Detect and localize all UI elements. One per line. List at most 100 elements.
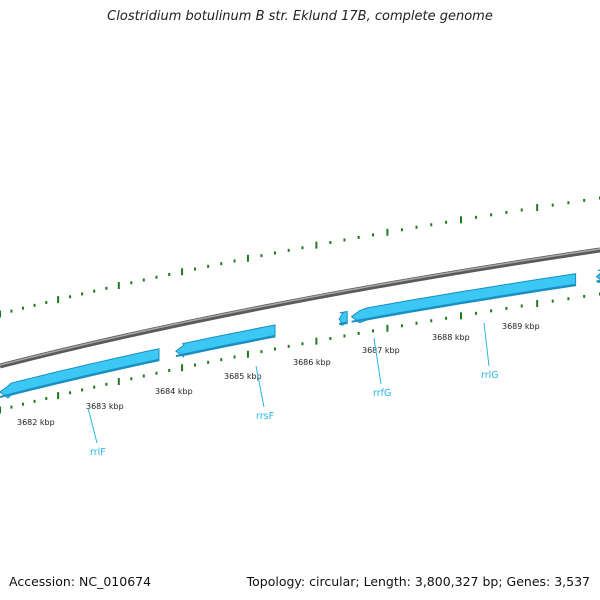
inner-minor-tick (274, 347, 276, 351)
inner-minor-tick (343, 334, 346, 338)
scale-label: 3684 kbp (155, 387, 193, 396)
gene-label-rrfG: rrfG (373, 388, 391, 399)
outer-minor-tick (490, 213, 493, 217)
inner-major-tick (0, 406, 1, 414)
outer-minor-tick (400, 228, 403, 232)
outer-minor-tick (220, 262, 223, 266)
inner-minor-tick (45, 396, 48, 400)
outer-minor-tick (343, 238, 346, 242)
outer-minor-tick (10, 309, 13, 313)
outer-minor-tick (45, 300, 48, 304)
outer-minor-tick (567, 201, 570, 205)
scale-label: 3689 kbp (502, 322, 540, 331)
outer-major-tick (315, 241, 318, 249)
inner-minor-tick (69, 391, 72, 395)
outer-minor-tick (357, 235, 360, 239)
inner-minor-tick (445, 316, 448, 320)
inner-minor-tick (357, 331, 360, 335)
outer-minor-tick (21, 306, 24, 310)
inner-major-tick (536, 300, 539, 308)
outer-minor-tick (130, 281, 133, 285)
inner-major-tick (246, 350, 249, 358)
inner-minor-tick (155, 371, 158, 375)
gene-label-rrlG: rrlG (481, 370, 499, 381)
gene-label-rrsF: rrsF (256, 411, 274, 422)
backbone-line (0, 247, 600, 369)
outer-tick-track (0, 196, 600, 318)
outer-minor-tick (33, 303, 36, 307)
inner-minor-tick (400, 324, 403, 328)
inner-minor-tick (93, 385, 96, 389)
inner-minor-tick (10, 405, 13, 409)
outer-minor-tick (505, 210, 508, 214)
inner-minor-tick (220, 358, 223, 362)
inner-minor-tick (21, 402, 24, 406)
outer-minor-tick (260, 254, 263, 258)
outer-minor-tick (93, 289, 96, 293)
outer-minor-tick (551, 203, 554, 207)
gene-arrow-shadow (0, 358, 160, 398)
scale-label: 3688 kbp (432, 333, 470, 342)
outer-minor-tick (81, 292, 84, 296)
outer-minor-tick (194, 267, 197, 271)
outer-minor-tick (155, 275, 158, 279)
scale-label: 3686 kbp (293, 358, 331, 367)
inner-minor-tick (475, 311, 478, 315)
inner-minor-tick (233, 355, 236, 359)
inner-minor-tick (207, 360, 210, 364)
gene-arrow-shadow (596, 280, 600, 283)
inner-minor-tick (287, 344, 290, 348)
inner-minor-tick (260, 350, 263, 354)
inner-major-tick (181, 364, 184, 372)
outer-major-tick (246, 254, 249, 262)
outer-minor-tick (207, 264, 210, 268)
scale-label: 3685 kbp (224, 372, 262, 381)
inner-major-tick (460, 312, 463, 320)
inner-minor-tick (301, 342, 304, 346)
inner-minor-tick (105, 382, 108, 386)
outer-minor-tick (329, 241, 332, 245)
outer-minor-tick (415, 225, 418, 229)
gene-labels: rrlF rrsF rrfG rrlG (87, 322, 499, 458)
inner-minor-tick (520, 304, 523, 308)
outer-minor-tick (233, 259, 236, 263)
accession-text: Accession: NC_010674 (9, 574, 152, 589)
gene-arrow-shadow (351, 283, 576, 323)
inner-minor-tick (142, 374, 145, 378)
outer-minor-tick (301, 246, 304, 250)
gene-leader-line (373, 337, 382, 385)
outer-major-tick (460, 216, 463, 224)
inner-minor-tick (567, 297, 570, 301)
inner-minor-tick (168, 368, 171, 372)
outer-minor-tick (274, 251, 276, 255)
inner-minor-tick (430, 319, 433, 323)
inner-minor-tick (583, 294, 586, 298)
inner-minor-tick (194, 363, 197, 367)
outer-major-tick (181, 268, 184, 276)
inner-minor-tick (551, 299, 554, 303)
outer-minor-tick (583, 198, 586, 202)
outer-minor-tick (520, 208, 523, 212)
inner-minor-tick (415, 321, 418, 325)
outer-minor-tick (430, 223, 433, 227)
gene-arrow-shadow (338, 321, 348, 325)
outer-minor-tick (168, 272, 171, 276)
outer-major-tick (57, 296, 60, 304)
scale-label: 3687 kbp (362, 346, 400, 355)
inner-minor-tick (130, 377, 133, 381)
gene-leader-line (87, 407, 98, 444)
genome-backbone (0, 247, 600, 369)
map-title: Clostridium botulinum B str. Eklund 17B,… (107, 9, 493, 24)
backbone-highlight (0, 248, 600, 366)
inner-major-tick (386, 324, 389, 332)
inner-minor-tick (371, 329, 374, 333)
gene-track (0, 269, 600, 399)
outer-minor-tick (105, 286, 108, 290)
gene-label-rrlF: rrlF (90, 447, 106, 458)
inner-minor-tick (81, 388, 84, 392)
outer-minor-tick (69, 295, 72, 299)
gene-leader-line (483, 322, 490, 367)
inner-minor-tick (490, 309, 493, 313)
inner-major-tick (117, 378, 120, 386)
